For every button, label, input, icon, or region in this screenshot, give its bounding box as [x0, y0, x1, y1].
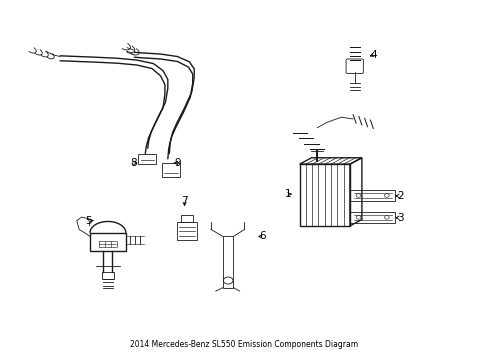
- Bar: [349, 190, 395, 201]
- Bar: [299, 164, 349, 226]
- Text: 1: 1: [284, 189, 290, 199]
- Bar: [90, 233, 125, 251]
- Bar: [162, 163, 180, 177]
- Text: 9: 9: [174, 158, 181, 168]
- Text: 8: 8: [130, 158, 136, 168]
- Text: 3: 3: [396, 213, 403, 223]
- Text: 2: 2: [396, 191, 403, 201]
- Bar: [177, 222, 196, 240]
- Text: 5: 5: [85, 216, 92, 226]
- Bar: [102, 272, 113, 279]
- Text: 7: 7: [181, 196, 187, 206]
- Bar: [223, 237, 233, 288]
- Text: 6: 6: [259, 231, 265, 242]
- Bar: [349, 212, 395, 223]
- Text: 2014 Mercedes-Benz SL550 Emission Components Diagram: 2014 Mercedes-Benz SL550 Emission Compon…: [130, 340, 358, 349]
- Bar: [181, 215, 192, 222]
- Text: 4: 4: [370, 50, 376, 60]
- Bar: [138, 153, 156, 164]
